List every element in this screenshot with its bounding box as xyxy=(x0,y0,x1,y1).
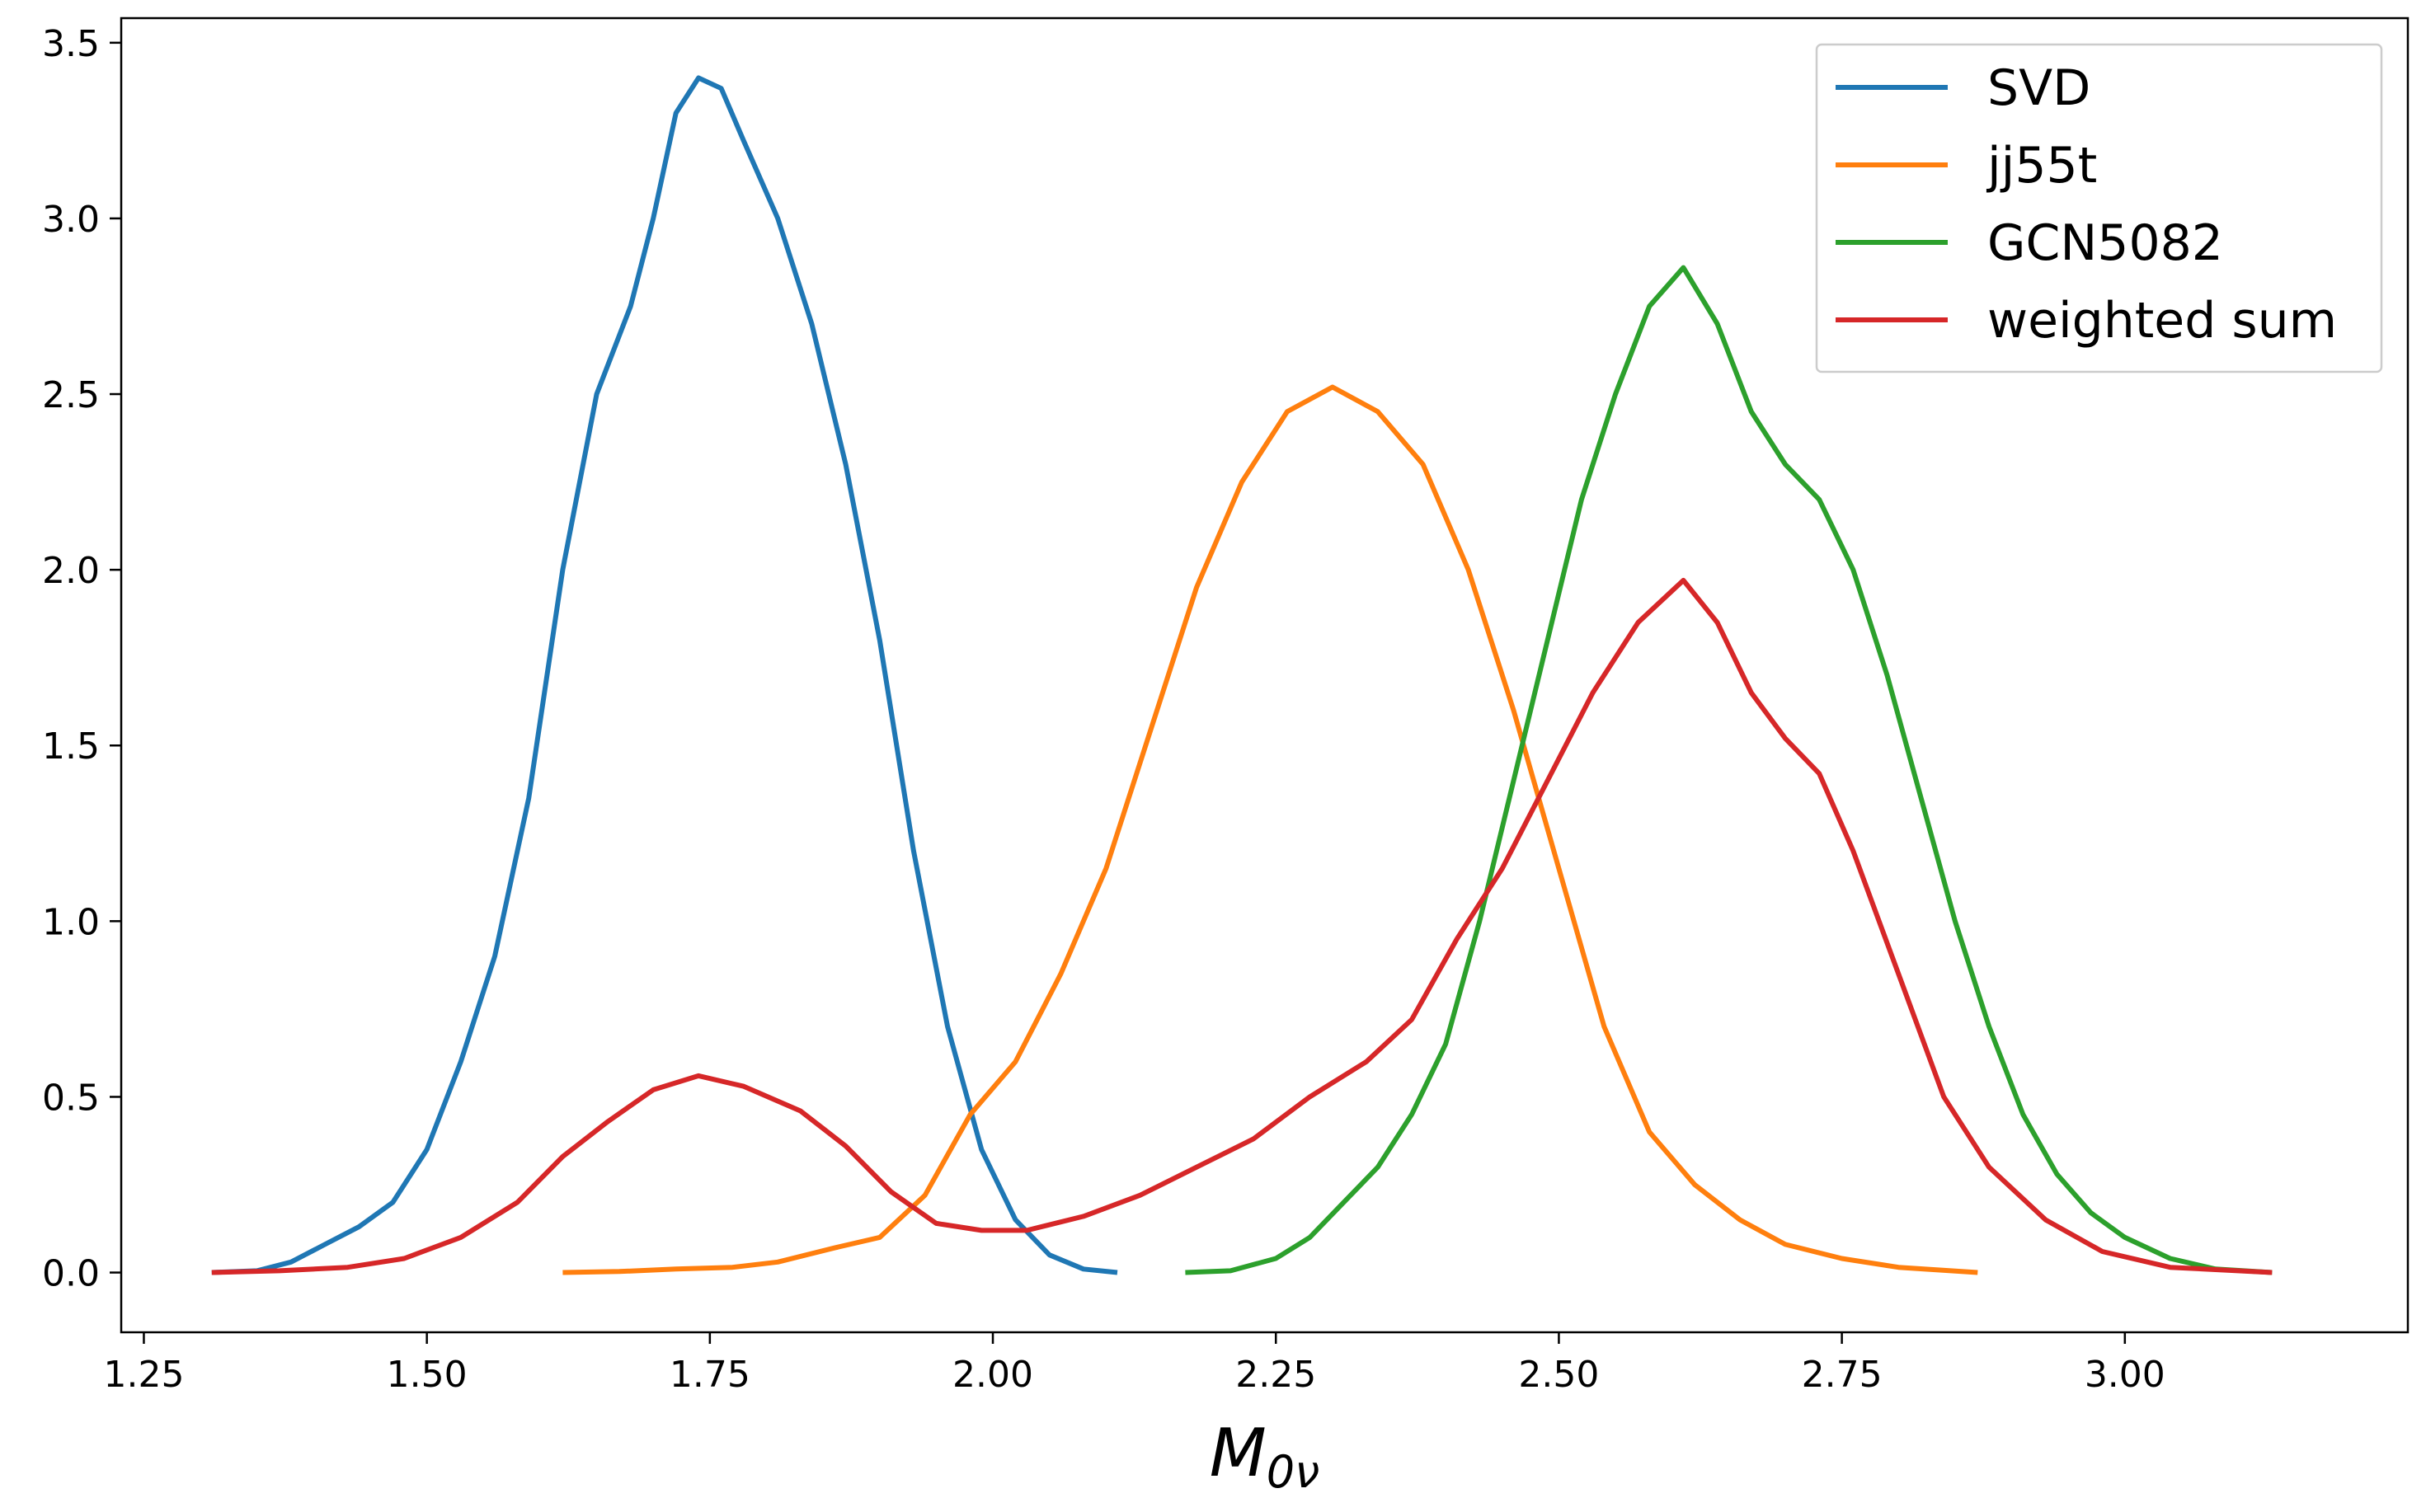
x-axis-label: M0ν xyxy=(1210,1415,1320,1498)
legend-label: weighted sum xyxy=(1987,292,2337,350)
legend-label: jj55t xyxy=(1986,137,2097,195)
legend-box xyxy=(1815,43,2383,373)
x-tick-label: 2.75 xyxy=(1802,1354,1883,1396)
y-tick-label: 2.0 xyxy=(42,550,100,592)
axes-layer: 1.25 1.50 1.75 2.00 2.25 2.50 2.75 3.00 0.0 0.5 1.… xyxy=(42,16,2410,1396)
legend-label: SVD xyxy=(1987,59,2090,117)
x-tick-label: 3.00 xyxy=(2085,1354,2165,1396)
y-tick-label: 3.5 xyxy=(42,23,100,65)
y-tick-label: 1.0 xyxy=(42,901,100,943)
series-layer xyxy=(211,75,2273,1275)
y-tick-label: 0.0 xyxy=(42,1253,100,1295)
x-tick-label: 2.00 xyxy=(952,1354,1033,1396)
x-tick-label: 1.75 xyxy=(670,1354,750,1396)
x-tick-label: 2.50 xyxy=(1518,1354,1599,1396)
x-axis-label-main: M xyxy=(1210,1415,1267,1491)
y-tick-label: 0.5 xyxy=(42,1077,100,1119)
x-tick-label: 1.50 xyxy=(387,1354,468,1396)
x-tick-label: 2.25 xyxy=(1235,1354,1316,1396)
plot-frame xyxy=(120,16,2410,1334)
legend-label: GCN5082 xyxy=(1987,214,2223,272)
series-line-4 xyxy=(211,577,2273,1275)
y-tick-label: 2.5 xyxy=(42,374,100,416)
series-line-1 xyxy=(211,75,1118,1275)
legend: SVD jj55t GCN5082 weighted sum xyxy=(1815,43,2383,373)
series-line-2 xyxy=(562,384,1978,1275)
x-tick-label: 1.25 xyxy=(103,1354,184,1396)
x-axis-label-subscript: 0ν xyxy=(1267,1446,1320,1498)
y-tick-label: 1.5 xyxy=(42,725,100,768)
series-line-3 xyxy=(1185,265,2273,1275)
y-tick-label: 3.0 xyxy=(42,199,100,241)
